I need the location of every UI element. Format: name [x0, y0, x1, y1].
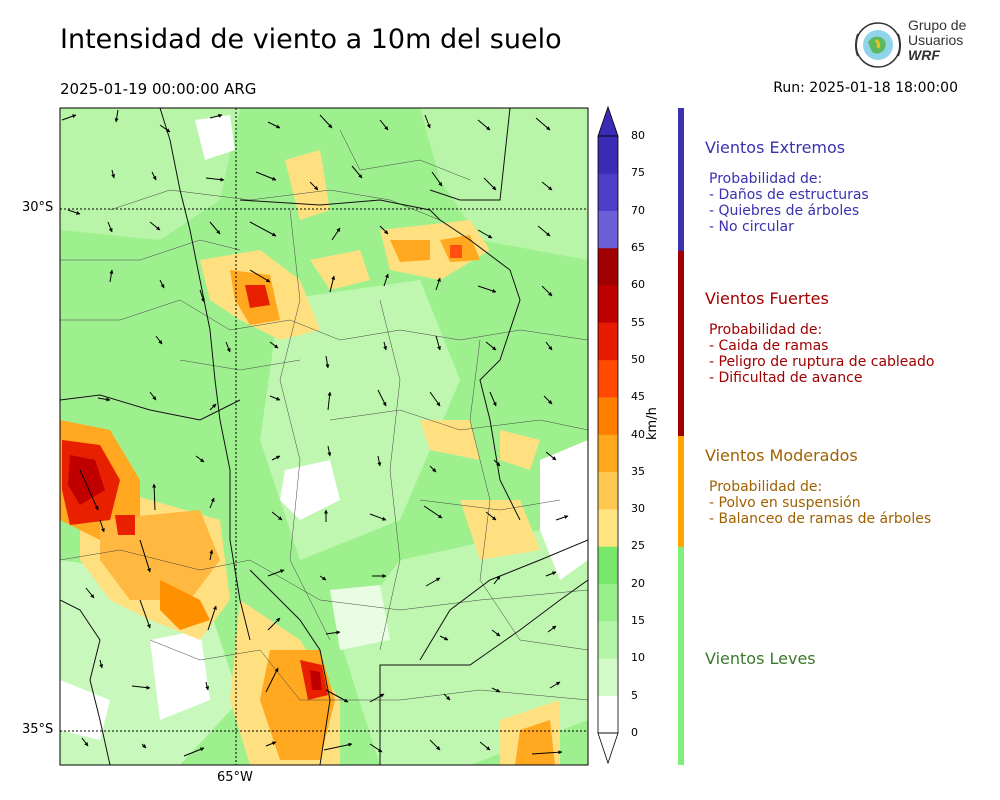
category-moderate-text: Probabilidad de: - Polvo en suspensión -… [709, 479, 931, 527]
colorbar-bin [598, 509, 618, 547]
colorbar-tick-label: 60 [631, 278, 645, 292]
category-extreme-text: Probabilidad de: - Daños de estructuras … [709, 171, 869, 235]
category-strong: Vientos Fuertes Probabilidad de: - Caida… [705, 289, 934, 386]
category-moderate-line: - Balanceo de ramas de árboles [709, 511, 932, 527]
map-frame [59, 107, 589, 766]
colorbar-tick-label: 40 [631, 427, 645, 441]
colorbar-bin [598, 136, 618, 174]
colorbar-tick-label: 55 [631, 315, 645, 329]
colorbar-bin [598, 695, 618, 734]
colorbar-bin [598, 359, 618, 398]
category-strong-line: Probabilidad de: [709, 322, 823, 338]
colorbar-bin [598, 583, 618, 622]
chart-title: Intensidad de viento a 10m del suelo [60, 24, 562, 55]
colorbar-tick-label: 25 [631, 539, 645, 553]
logo-line-1: Grupo de [908, 17, 967, 33]
colorbar-tick-label: 70 [631, 203, 645, 217]
lat-label-35s: 35°S [22, 722, 54, 737]
colorbar-units: km/h [645, 407, 660, 440]
colorbar [597, 105, 619, 765]
colorbar-tick-label: 10 [631, 651, 645, 665]
colorbar-tick-label: 35 [631, 464, 645, 478]
colorbar-bin [598, 621, 618, 659]
colorbar-bin [598, 322, 618, 361]
colorbar-tick-label: 80 [631, 129, 645, 142]
category-strong-text: Probabilidad de: - Caida de ramas - Peli… [709, 322, 934, 386]
category-moderate: Vientos Moderados Probabilidad de: - Pol… [705, 446, 931, 527]
category-strong-line: - Caida de ramas [709, 338, 829, 354]
category-extreme-line: - No circular [709, 219, 794, 235]
colorbar-tick-label: 20 [631, 576, 645, 590]
category-light-title: Vientos Leves [705, 649, 816, 668]
category-extreme-title: Vientos Extremos [705, 138, 846, 157]
colorbar-tick-label: 50 [631, 352, 645, 366]
colorbar-bin [598, 397, 618, 435]
colorbar-bin [598, 658, 618, 696]
colorbar-tick-label: 30 [631, 502, 645, 516]
category-moderate-line: Probabilidad de: [709, 479, 823, 495]
colorbar-bin [598, 247, 618, 286]
category-extreme-line: - Daños de estructuras [709, 187, 869, 203]
graticule [60, 108, 588, 765]
colorbar-tick-label: 0 [631, 726, 638, 739]
category-strong-line: - Dificultad de avance [709, 370, 863, 386]
colorbar-bin [598, 434, 618, 473]
colorbar-bin [598, 546, 618, 585]
colorbar-tick-label: 65 [631, 240, 645, 254]
logo-line-3: WRF [908, 47, 940, 63]
colorbar-tick-label: 5 [631, 688, 638, 702]
colorbar-bin [598, 210, 618, 249]
logo-line-2: Usuarios [908, 32, 964, 48]
wrf-globe-icon [855, 22, 901, 68]
wrf-logo: Grupo de Usuarios WRF [850, 18, 970, 72]
colorbar-bin [598, 285, 618, 323]
colorbar-tick-label: 45 [631, 390, 645, 404]
category-extreme-line: Probabilidad de: [709, 171, 823, 187]
colorbar-bin [598, 173, 618, 211]
category-moderate-line: - Polvo en suspensión [709, 495, 861, 511]
colorbar-tick-label: 75 [631, 166, 645, 180]
category-bar [678, 108, 684, 765]
category-light: Vientos Leves [705, 649, 816, 668]
colorbar-tick-label: 15 [631, 614, 645, 628]
lon-label-65w: 65°W [217, 770, 253, 785]
category-moderate-title: Vientos Moderados [705, 446, 858, 465]
category-strong-title: Vientos Fuertes [705, 289, 829, 308]
category-strong-line: - Peligro de ruptura de cableado [709, 354, 935, 370]
wind-vectors [61, 109, 569, 757]
run-time: Run: 2025-01-18 18:00:00 [773, 80, 958, 96]
lat-label-30s: 30°S [22, 200, 54, 215]
category-extreme: Vientos Extremos Probabilidad de: - Daño… [705, 138, 869, 235]
colorbar-bin [598, 471, 618, 510]
valid-time: 2025-01-19 00:00:00 ARG [60, 80, 257, 98]
category-extreme-line: - Quiebres de árboles [709, 203, 860, 219]
